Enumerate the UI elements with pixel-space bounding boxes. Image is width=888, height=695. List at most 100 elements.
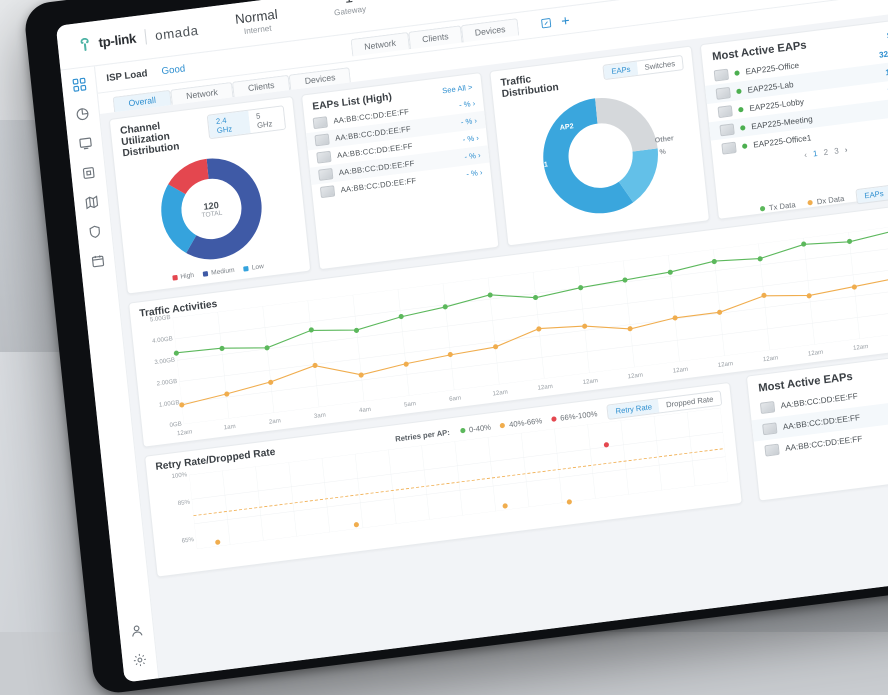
traffic-x-tick: 12am: [763, 355, 779, 363]
access-point-icon: [714, 68, 729, 81]
status-dot-online: [734, 70, 740, 76]
legend-color-dot: [760, 206, 766, 212]
legend-color-dot: [460, 428, 466, 434]
eap-utilization-value: - % ›: [459, 99, 476, 110]
nav-tab-network[interactable]: Network: [350, 31, 410, 56]
stat-gateway: 1Gateway: [317, 0, 382, 20]
ta-toggle-eaps[interactable]: EAPs: [857, 186, 888, 203]
legend-label: Dx Data: [816, 194, 844, 207]
traffic-x-tick: 12am: [853, 344, 869, 352]
access-point-icon: [320, 185, 335, 198]
tp-link-logo-icon: tp-link: [75, 29, 136, 54]
nav-tab-devices[interactable]: Devices: [461, 18, 520, 42]
traffic-donut-svg: [536, 89, 666, 222]
sidebar-item-logs[interactable]: [89, 252, 107, 270]
legend-label: High: [180, 272, 194, 281]
traffic-toggle-switches[interactable]: Switches: [637, 56, 683, 75]
traffic-x-tick: 5am: [404, 401, 416, 409]
legend-color-dot: [807, 200, 813, 206]
nav-action-icons: [540, 14, 572, 29]
access-point-icon: [314, 133, 329, 146]
eap-mac-label: AA:BB:CC:DD:EE:FF: [785, 434, 863, 453]
retry-legend-item: 0-40%: [459, 422, 491, 435]
traffic-x-tick: 6am: [449, 395, 461, 403]
channel-label-low: 25%: [143, 234, 158, 243]
shield-icon: [87, 224, 103, 240]
traffic-donut-chart: AP1 AP2 Other %: [494, 79, 708, 232]
pagination-page-2[interactable]: 2: [823, 148, 828, 158]
access-point-icon: [313, 116, 328, 129]
band-toggle[interactable]: 2.4 GHz 5 GHz: [207, 105, 286, 139]
tablet-device: tp-link omada NormalInternet1Gateway12Sw…: [23, 0, 888, 695]
traffic-x-tick: 1am: [224, 424, 236, 432]
pagination-prev[interactable]: ‹: [804, 150, 808, 159]
band-option-5ghz[interactable]: 5 GHz: [248, 106, 285, 133]
traffic-toggle-eaps[interactable]: EAPs: [604, 62, 639, 79]
status-dot-online: [742, 143, 748, 149]
sidebar-item-security[interactable]: [85, 223, 103, 241]
legend-label: 40%-66%: [509, 416, 543, 429]
sidebar-item-dashboard[interactable]: [70, 76, 88, 94]
brand-vendor-label: tp-link: [98, 30, 137, 50]
legend-label: Low: [251, 263, 264, 272]
status-dot-online: [740, 125, 746, 131]
eap-name-label: EAP225-Office: [745, 60, 799, 76]
status-dot-online: [738, 106, 744, 112]
traffic-y-tick: 2.00GB: [156, 379, 177, 388]
retry-legend-item: 66%-100%: [551, 409, 598, 424]
pagination-page-1[interactable]: 1: [813, 149, 818, 159]
traffic-y-tick: 3.00GB: [154, 357, 175, 366]
plus-icon[interactable]: [559, 14, 571, 27]
traffic-x-tick: 12am: [627, 372, 643, 380]
channel-legend-item: Low: [243, 263, 264, 273]
omada-dashboard-screen: tp-link omada NormalInternet1Gateway12Sw…: [56, 0, 888, 682]
settings-gear-icon: [132, 652, 148, 668]
dashboard-grid-icon: [71, 77, 87, 93]
traffic-x-tick: 12am: [177, 429, 193, 437]
legend-color-dot: [172, 275, 178, 281]
retry-legend-title: Retries per AP:: [395, 428, 451, 444]
traffic-dist-toggle[interactable]: EAPs Switches: [603, 55, 684, 80]
sidebar-item-statistics[interactable]: [73, 105, 91, 123]
edit-pencil-icon[interactable]: [540, 16, 552, 29]
eap-traffic-value: 32.07 GB ›: [879, 45, 888, 59]
eap-utilization-value: - % ›: [460, 116, 477, 127]
channel-label-high: 15%: [138, 194, 153, 203]
tp-link-mark-icon: [75, 35, 94, 54]
traffic-y-tick: 5.00GB: [150, 315, 171, 324]
traffic-x-tick: 12am: [492, 389, 508, 397]
access-point-icon: [760, 401, 775, 414]
pagination-next[interactable]: ›: [844, 145, 848, 154]
channel-donut-chart: 120 TOTAL 60% 25% 15%: [114, 141, 308, 278]
channel-legend-item: Medium: [203, 267, 235, 278]
retry-y-tick: 65%: [181, 537, 194, 545]
legend-color-dot: [500, 423, 506, 429]
eaps-see-all-link[interactable]: See All >: [442, 82, 473, 95]
statistics-pie-icon: [74, 106, 90, 122]
user-account-icon: [128, 623, 144, 639]
sidebar-item-monitor[interactable]: [76, 134, 94, 152]
eap-utilization-value: - % ›: [464, 150, 481, 161]
status-dot-online: [736, 88, 742, 94]
access-point-icon: [721, 141, 736, 154]
band-option-24ghz[interactable]: 2.4 GHz: [208, 111, 251, 138]
traffic-y-tick: 1.00GB: [159, 400, 180, 409]
channel-utilization-card: Channel Utilization Distribution 2.4 GHz…: [109, 96, 312, 295]
brand-divider: [144, 29, 147, 44]
access-point-icon: [316, 151, 331, 164]
traffic-x-tick: 12am: [673, 367, 689, 375]
sidebar-item-map[interactable]: [82, 193, 100, 211]
sidebar-item-settings[interactable]: [130, 651, 148, 669]
retry-y-tick: 100%: [171, 472, 187, 480]
pagination-page-3[interactable]: 3: [834, 146, 839, 156]
channel-label-medium: 60%: [272, 197, 287, 206]
sidebar-bottom-group: [127, 622, 148, 670]
sidebar-item-clients[interactable]: [79, 164, 97, 182]
sidebar-item-account[interactable]: [127, 622, 145, 640]
access-point-icon: [762, 422, 777, 435]
access-point-icon: [719, 123, 734, 136]
nav-tab-clients[interactable]: Clients: [408, 25, 462, 49]
